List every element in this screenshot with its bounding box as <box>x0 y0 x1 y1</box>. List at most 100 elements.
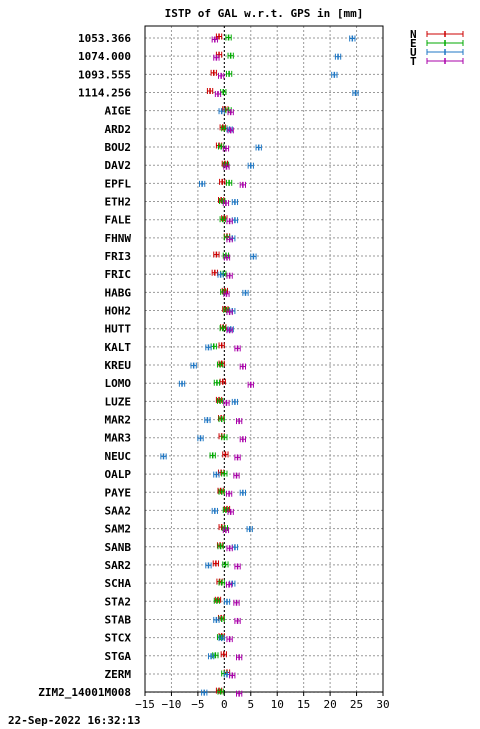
station-label: FHNW <box>105 232 132 245</box>
point-e <box>219 216 226 223</box>
station-label: ZERM <box>105 668 132 681</box>
point-t <box>234 563 241 570</box>
point-e <box>209 452 216 459</box>
station-label: 1114.256 <box>78 87 131 100</box>
point-t <box>234 617 241 624</box>
point-u <box>231 398 239 405</box>
point-t <box>223 254 231 261</box>
point-n <box>219 178 226 185</box>
station-label: SCHA <box>105 577 132 590</box>
timestamp: 22-Sep-2022 16:32:13 <box>8 714 140 727</box>
point-n <box>213 251 220 258</box>
point-t <box>234 345 241 352</box>
station-label: STCX <box>105 632 132 645</box>
station-label: SAA2 <box>105 504 132 517</box>
point-u <box>213 471 220 478</box>
x-tick-label: −10 <box>162 698 182 711</box>
point-u <box>178 380 186 387</box>
point-u <box>229 580 236 587</box>
point-t <box>226 236 233 243</box>
point-e <box>213 597 221 604</box>
point-u <box>231 217 239 224</box>
station-label: PAYE <box>105 486 132 499</box>
station-label: LOMO <box>105 377 132 390</box>
legend-label: N <box>410 28 417 41</box>
point-u <box>207 653 215 660</box>
point-t <box>234 454 241 461</box>
point-u <box>250 253 257 260</box>
point-t <box>223 399 230 406</box>
station-label: ARD2 <box>105 123 132 136</box>
point-t <box>229 672 236 679</box>
station-label: KALT <box>105 341 132 354</box>
point-t <box>214 91 222 98</box>
point-u <box>242 289 249 296</box>
point-n <box>210 69 217 76</box>
station-label: EPFL <box>105 177 132 190</box>
point-u <box>231 544 239 551</box>
point-t <box>226 636 233 643</box>
station-label: ETH2 <box>105 196 132 209</box>
point-u <box>204 417 211 424</box>
x-tick-label: 5 <box>247 698 254 711</box>
point-e <box>219 325 226 332</box>
point-e <box>216 361 224 368</box>
point-n <box>211 269 218 276</box>
point-t <box>213 54 220 61</box>
point-n <box>220 651 227 658</box>
point-t <box>222 145 230 152</box>
point-e <box>221 434 228 441</box>
point-t <box>235 418 243 425</box>
point-e <box>217 688 224 695</box>
point-t <box>239 436 246 443</box>
point-e <box>220 89 227 96</box>
station-label: ZIM2_14001M008 <box>38 686 131 699</box>
station-label: AIGE <box>105 105 132 118</box>
point-e <box>220 288 227 295</box>
point-e <box>227 52 234 59</box>
point-t <box>227 109 234 116</box>
station-label: KREU <box>105 359 132 372</box>
point-t <box>225 581 233 588</box>
station-label: BOU2 <box>105 141 132 154</box>
point-n <box>218 360 225 367</box>
point-n <box>222 451 229 458</box>
point-t <box>239 363 246 370</box>
point-t <box>211 36 218 43</box>
station-label: FRI3 <box>105 250 132 263</box>
point-u <box>213 616 220 623</box>
plot-frame <box>144 25 384 693</box>
point-u <box>218 635 225 642</box>
legend-label: T <box>410 55 417 68</box>
point-e <box>225 70 233 77</box>
point-n <box>206 88 214 95</box>
point-t <box>225 490 233 497</box>
legend-label: E <box>410 37 417 50</box>
point-e <box>222 561 229 568</box>
point-u <box>190 362 197 369</box>
point-u <box>201 689 208 696</box>
station-label: HUTT <box>105 323 132 336</box>
point-e <box>213 379 221 386</box>
x-tick-label: −5 <box>191 698 204 711</box>
station-label: OALP <box>105 468 132 481</box>
x-tick-label: 15 <box>297 698 310 711</box>
x-tick-label: 20 <box>323 698 336 711</box>
point-t <box>226 218 233 225</box>
point-t <box>226 545 233 552</box>
station-labels: 1053.366 1074.000 1093.555 1114.256 AIGE ARD2… <box>38 32 131 699</box>
point-e <box>216 397 224 404</box>
point-e <box>217 543 224 550</box>
point-u <box>198 180 206 187</box>
point-t <box>235 654 243 661</box>
point-t <box>227 508 234 515</box>
station-label: 1093.555 <box>78 68 131 81</box>
station-label: DAV2 <box>105 159 132 172</box>
marks-layer <box>160 33 359 697</box>
point-u <box>246 526 253 533</box>
point-u <box>349 35 356 42</box>
point-u <box>197 435 204 442</box>
point-e <box>225 179 233 186</box>
